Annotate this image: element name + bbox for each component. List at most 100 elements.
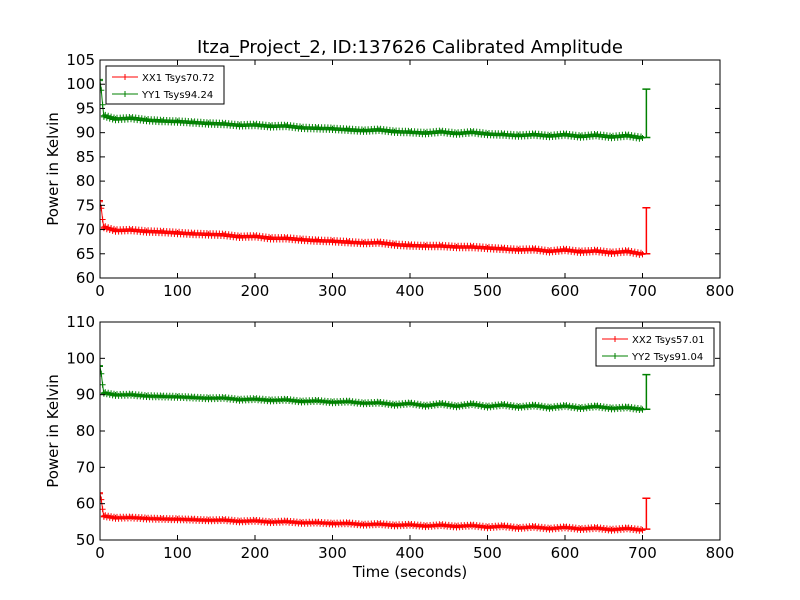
data-point [221,120,227,127]
figure-title: Itza_Project_2, ID:137626 Calibrated Amp… [197,37,623,58]
data-layer [100,76,651,258]
data-layer [100,362,651,534]
data-point [267,519,274,526]
y-axis-label: Power in Kelvin [44,374,62,488]
data-point [252,517,258,524]
data-point [593,525,599,532]
y-tick-label: 100 [66,349,95,367]
x-tick-label: 300 [318,282,347,300]
spike-caps [642,497,651,530]
data-point [531,402,537,409]
data-point [283,122,289,129]
data-point [143,515,150,522]
x-tick-label: 100 [163,544,192,562]
data-point [174,118,181,125]
x-tick-label: 100 [163,282,192,300]
legend-marker [612,353,618,359]
data-point [562,402,568,409]
y-tick-label: 110 [66,313,95,331]
data-point [484,524,491,531]
data-point [484,244,491,251]
data-point [469,401,475,408]
series-markers [100,198,646,258]
data-point [608,249,615,256]
data-point [500,401,506,408]
legend-label: XX1 Tsys70.72 [142,73,215,84]
y-tick-label: 50 [76,531,95,549]
data-point [174,516,181,523]
y-tick-label: 75 [76,196,95,214]
data-point [298,124,305,131]
data-point [531,246,537,253]
data-point [205,517,212,524]
data-point [376,521,382,528]
spike [642,373,651,410]
data-point [298,519,305,526]
data-point [360,521,367,528]
data-point [593,132,599,139]
data-point [469,522,475,529]
x-tick-label: 500 [473,282,502,300]
data-point [314,125,320,132]
legend: XX1 Tsys70.72 YY1 Tsys94.24 [105,65,225,105]
y-tick-label: 60 [76,269,95,287]
data-point [128,391,134,398]
data-point [128,227,134,234]
data-point [469,129,475,136]
data-point [100,197,103,204]
y-tick-label: 65 [76,245,95,263]
data-point [100,489,103,496]
data-point [593,403,599,410]
legend-marker [122,74,128,80]
data-point [143,393,150,400]
data-point [624,132,630,139]
data-point [484,403,491,410]
data-point [639,527,646,534]
data-point [174,229,181,236]
data-point [159,515,165,522]
data-point [624,404,630,411]
data-point [422,243,429,250]
spike-caps [642,88,651,139]
spike [642,207,651,255]
y-tick-label: 80 [76,172,95,190]
data-point [484,131,491,138]
data-point [376,239,382,246]
data-point [329,238,336,245]
data-point [577,526,584,533]
data-point [236,518,243,525]
data-point [190,516,196,523]
data-point [100,513,107,520]
data-point [236,122,243,129]
data-point [453,523,460,530]
spike-caps [642,373,651,410]
y-axis-label: Power in Kelvin [44,112,62,226]
x-tick-label: 0 [95,544,105,562]
data-point [577,248,584,255]
x-tick-label: 200 [241,282,270,300]
data-point [469,243,475,250]
data-point [267,123,274,130]
data-point [546,404,553,411]
data-point [143,228,150,235]
data-point [345,239,351,246]
data-point [360,240,367,247]
data-point [236,233,243,240]
data-point [376,399,382,406]
data-point [314,397,320,404]
data-point [205,231,212,238]
x-tick-label: 0 [95,282,105,300]
subplot-2: 0 100 200 300 400 500 600 700 800 50 60 70 80 90 100 11… [44,313,734,581]
data-point [298,236,305,243]
data-point [236,396,243,403]
data-point [453,403,460,410]
data-point [360,127,367,134]
x-tick-label: 300 [318,544,347,562]
data-point [360,400,367,407]
data-point [159,393,165,400]
data-point [407,521,413,528]
data-point [267,235,274,242]
data-point [608,526,615,533]
data-point [221,517,227,524]
data-point [128,514,134,521]
